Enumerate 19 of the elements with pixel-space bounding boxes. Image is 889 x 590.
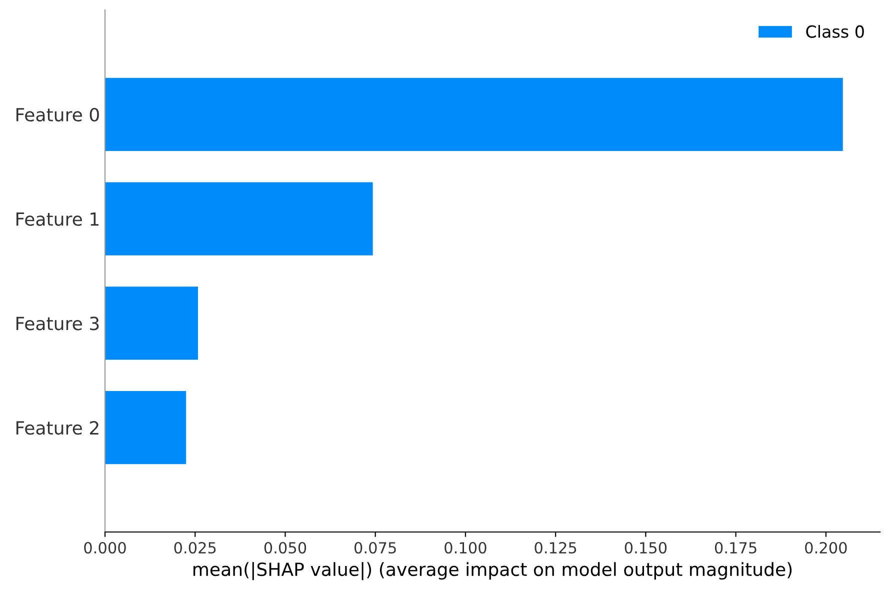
bar — [105, 78, 843, 151]
x-axis-title: mean(|SHAP value|) (average impact on model output magnitude) — [193, 562, 792, 580]
y-tick-label: Feature 2 — [16, 421, 98, 435]
x-tick-label: 0.075 — [354, 542, 396, 554]
x-tick-label: 0.000 — [84, 542, 126, 554]
x-tick-label: 0.175 — [714, 542, 756, 554]
x-tick-label: 0.150 — [624, 542, 667, 554]
y-tick-label: Feature 3 — [16, 316, 99, 330]
bar — [105, 182, 373, 256]
y-tick-label: Feature 0 — [16, 108, 99, 122]
bar — [105, 391, 186, 464]
legend-label: Class 0 — [806, 25, 864, 38]
x-tick-label: 0.100 — [444, 542, 486, 554]
bar — [105, 286, 198, 360]
x-tick-label: 0.200 — [805, 542, 847, 554]
x-tick-label: 0.125 — [534, 542, 576, 554]
x-tick-label: 0.025 — [174, 542, 216, 554]
y-tick-label: Feature 1 — [16, 212, 98, 226]
x-tick-label: 0.050 — [264, 542, 306, 554]
